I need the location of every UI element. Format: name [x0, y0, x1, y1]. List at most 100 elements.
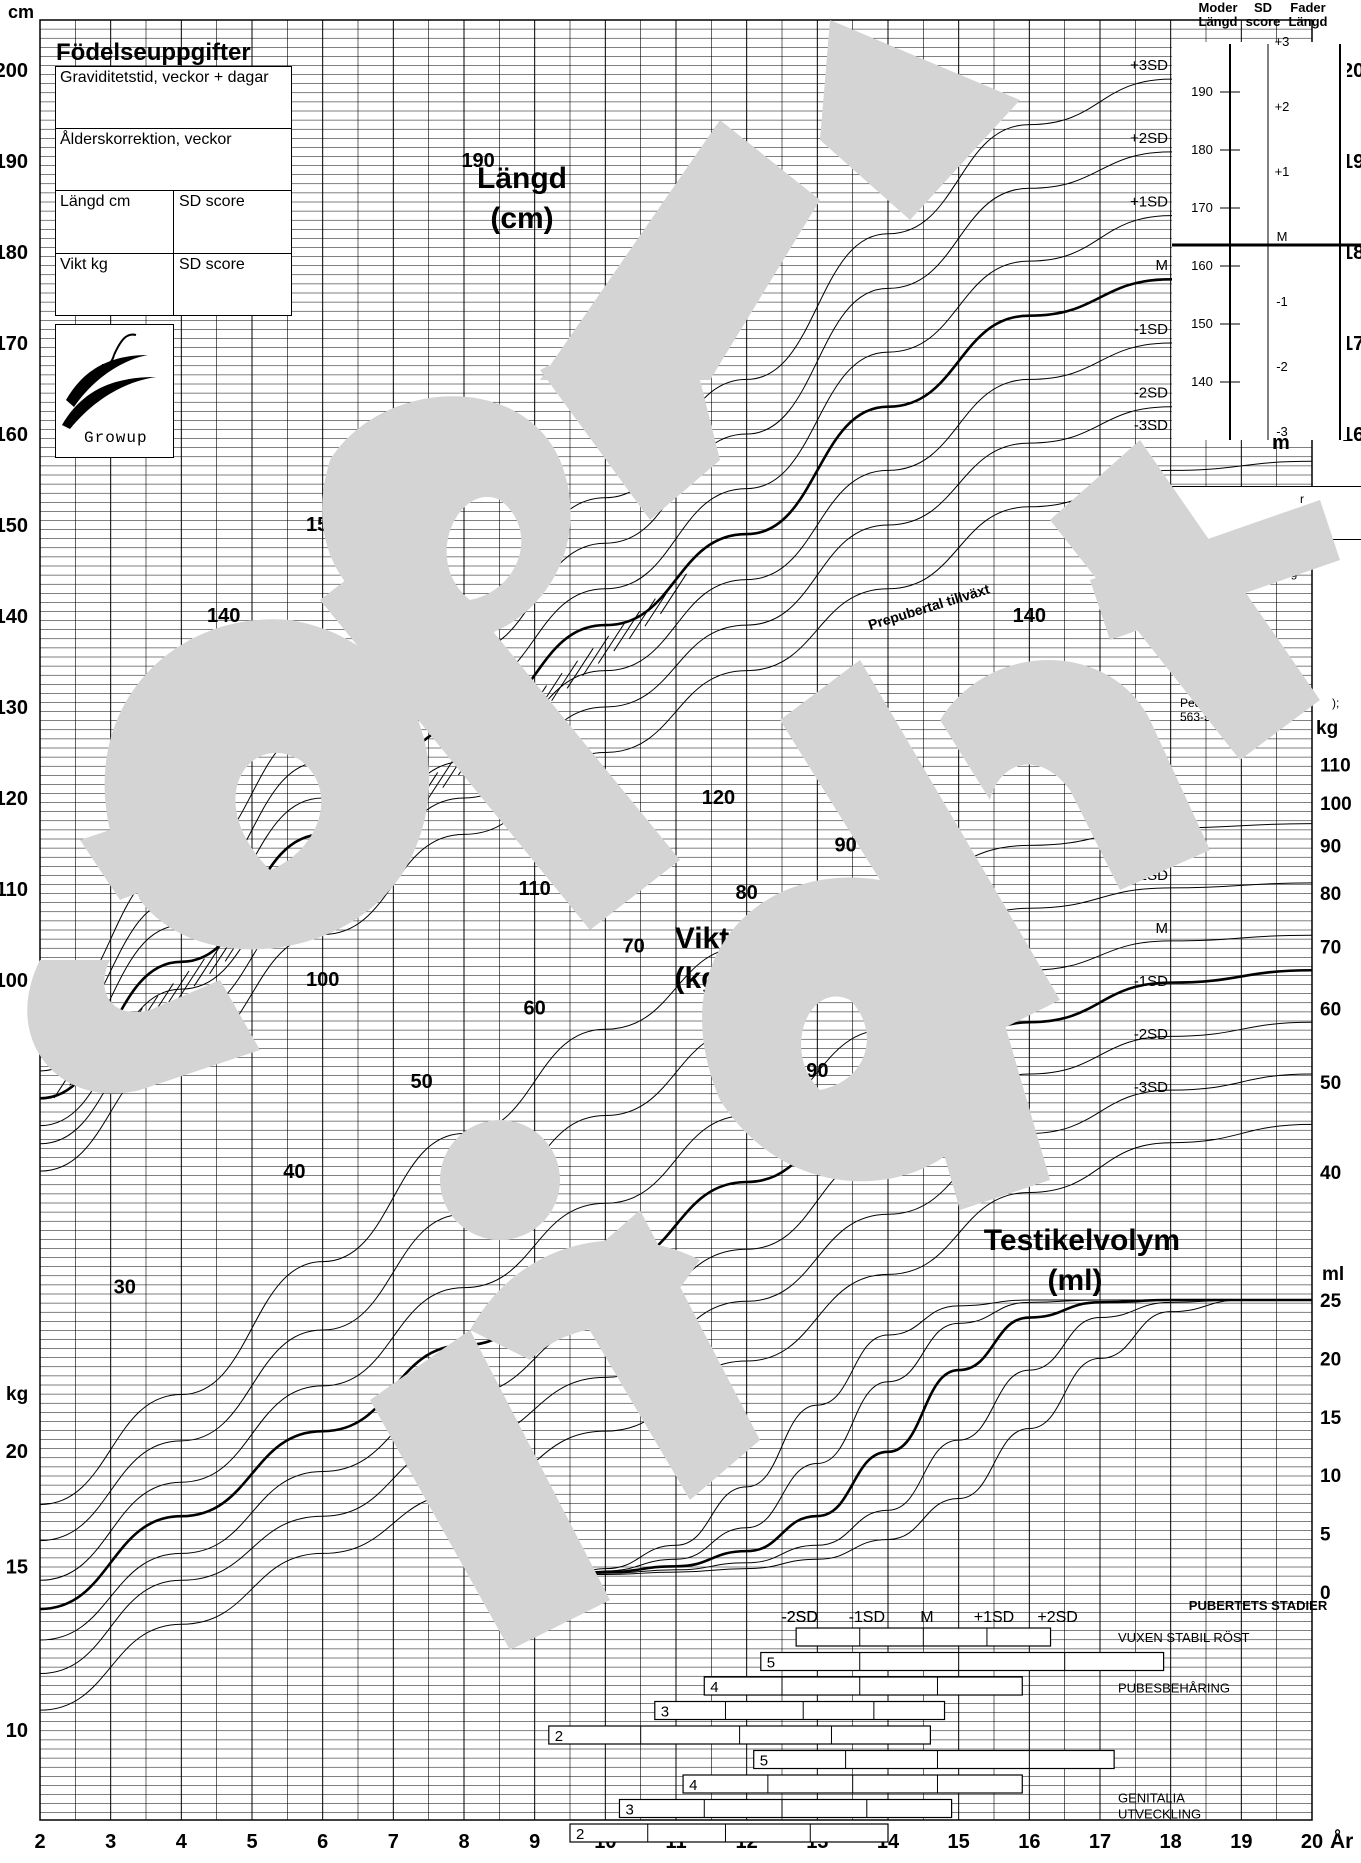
weight-unit: (kg)	[675, 962, 730, 995]
height-tick-left: 150	[0, 515, 28, 537]
puberty-stage-label: 3	[625, 1802, 633, 1819]
x-tick-label: 6	[317, 1831, 328, 1853]
height-sd-label: M	[1156, 257, 1169, 274]
mother-tick: 150	[1191, 316, 1213, 331]
x-tick-label: 17	[1089, 1831, 1111, 1853]
hatch-line	[535, 672, 563, 714]
weight-axis-label-right: kg	[1316, 718, 1338, 739]
weight-curve	[39, 882, 1313, 1542]
parent-header: Längd	[1199, 14, 1238, 29]
x-tick-label: 16	[1018, 1831, 1040, 1853]
side-line: ng	[1284, 566, 1298, 580]
height-tick-left: 130	[0, 697, 28, 719]
testis-curve	[569, 1299, 1312, 1575]
puberty-stage-label: 4	[710, 1679, 718, 1696]
weight-tick-right: 70	[1320, 938, 1341, 959]
prepubertal-hatch	[53, 573, 687, 1099]
x-tick-label: 8	[458, 1831, 469, 1853]
puberty-stage-label: 3	[661, 1704, 669, 1721]
testis-tick-right: 25	[1320, 1291, 1342, 1312]
birth-info-title: Födelseuppgifter	[56, 39, 251, 66]
puberty-sd-header: -2SD	[781, 1609, 817, 1626]
height-inline-label: 140	[1013, 605, 1046, 627]
height-sd-label: -3SD	[1134, 417, 1168, 434]
testis-tick-right: 15	[1320, 1408, 1342, 1429]
x-tick-label: 15	[948, 1831, 970, 1853]
hatch-line	[224, 921, 252, 962]
mother-tick: 190	[1191, 84, 1213, 99]
sd-tick: -2	[1276, 359, 1288, 374]
puberty-stage-label: 4	[689, 1777, 697, 1794]
birth-length-label: Längd cm	[60, 193, 131, 210]
weight-curve	[39, 934, 1313, 1581]
height-inline-label: 100	[306, 969, 339, 991]
height-sd-label: +1SD	[1130, 194, 1168, 211]
testis-tick-right: 10	[1320, 1466, 1341, 1487]
sd-tick: M	[1277, 229, 1288, 244]
height-tick-left: 170	[0, 333, 28, 355]
testis-axis-label: ml	[1322, 1264, 1344, 1285]
side-ref: 563-571; 1998	[1180, 710, 1258, 724]
puberty-row-label: UTVECKLING	[1118, 1807, 1201, 1822]
puberty-sd-header: +1SD	[974, 1609, 1014, 1626]
height-tick-left: 200	[0, 60, 28, 82]
puberty-bar	[703, 1676, 1023, 1696]
side-ref: );	[1332, 696, 1340, 710]
gestation-label: Graviditetstid, veckor + dagar	[60, 69, 269, 86]
axis-labels: 2345678910111213141516171819202001901801…	[0, 57, 1361, 1853]
side-heading: m	[1272, 432, 1290, 454]
puberty-row-label: VUXEN STABIL RÖST	[1118, 1630, 1250, 1645]
hatch-line	[178, 958, 205, 999]
parent-header: Längd	[1289, 14, 1328, 29]
height-tick-left: 190	[0, 151, 28, 173]
height-tick-left: 140	[0, 606, 28, 628]
height-tick-left: 180	[0, 242, 28, 264]
weight-tick-right: 60	[1320, 1000, 1341, 1021]
puberty-stage-label: 5	[760, 1753, 768, 1770]
logo-swoosh-icon	[62, 333, 156, 429]
height-sd-label: +3SD	[1130, 57, 1168, 74]
weight-inline-label: 80	[736, 882, 758, 904]
hatch-line	[271, 883, 299, 925]
weight-sd-label: -1SD	[1134, 973, 1168, 990]
weight-tick-right: 40	[1320, 1163, 1341, 1184]
x-tick-label: 18	[1160, 1831, 1182, 1853]
x-tick-label: 5	[246, 1831, 257, 1853]
weight-tick-right: 80	[1320, 884, 1341, 905]
growup-logo: Growup	[55, 324, 174, 458]
birth-weight-label: Vikt kg	[60, 256, 108, 273]
height-inline-label: 150	[306, 514, 339, 536]
weight-sd-label: -3SD	[1134, 1079, 1168, 1096]
weight-inline-label: 90	[834, 834, 856, 856]
weight-tick-left: 15	[6, 1557, 28, 1579]
hatch-line	[442, 747, 470, 788]
hatch-line	[613, 610, 641, 652]
birth-length-sd-label: SD score	[179, 193, 245, 210]
weight-sd-label: M	[1156, 920, 1169, 937]
height-unit: (cm)	[490, 202, 553, 235]
height-inline-label: 110	[519, 878, 551, 900]
puberty-bar	[654, 1700, 946, 1721]
height-inline-label: 190	[461, 150, 494, 172]
mother-tick: 160	[1191, 258, 1213, 273]
height-tick-left: 110	[0, 879, 28, 901]
x-tick-label: 4	[176, 1831, 188, 1853]
puberty-row-label: PUBESBEHÅRING	[1118, 1681, 1230, 1696]
parent-header: Moder	[1199, 0, 1238, 15]
hatch-line	[566, 648, 594, 689]
hatch-line	[457, 734, 485, 776]
testis-title: Testikelvolym	[984, 1224, 1180, 1257]
sd-tick: +1	[1275, 164, 1290, 179]
hatch-line	[644, 585, 672, 627]
testis-tick-right: 20	[1320, 1349, 1341, 1370]
birth-info-box: Födelseuppgifter Graviditetstid, veckor …	[55, 39, 292, 316]
side-line: örä	[1180, 640, 1198, 654]
mother-tick: 140	[1191, 374, 1213, 389]
puberty-sd-header: -2SD	[781, 1609, 817, 1626]
x-tick-label: 9	[529, 1831, 540, 1853]
divider	[56, 128, 291, 129]
weight-tick-left: 20	[6, 1441, 28, 1463]
height-sd-label: +2SD	[1130, 130, 1168, 147]
parent-header: Fader	[1290, 0, 1325, 15]
